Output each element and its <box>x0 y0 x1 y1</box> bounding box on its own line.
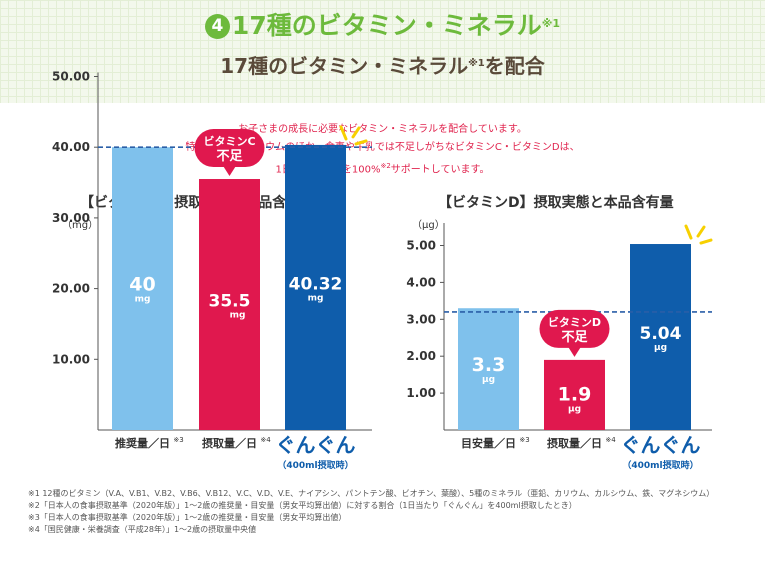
y-tick-label-c-2: 30.00 <box>52 211 90 225</box>
intro-line-1: お子さまの成長に必要なビタミン・ミネラルを配合しています。 <box>238 124 527 135</box>
brand-sub-c: （400ml摂取時） <box>277 459 353 471</box>
shortage-bubble-tail-c <box>222 165 237 177</box>
heading-main: 4 17種のビタミン・ミネラル※1 <box>0 10 765 42</box>
y-axis-unit-d: （μg） <box>412 219 445 231</box>
footnote-2: ※2「日本人の食事摂取基準（2020年版）」1～2歳の推奨量・目安量（男女平均算… <box>28 501 577 510</box>
category-note-c-0: ※3 <box>173 436 183 444</box>
footnote-3: ※3「日本人の食事摂取基準（2020年版）」1～2歳の推奨量・目安量（男女平均算… <box>28 513 347 522</box>
value-label-d-2: 5.04 <box>640 324 682 344</box>
y-tick-label-c-4: 10.00 <box>52 352 90 366</box>
heading-main-note: ※1 <box>541 17 561 30</box>
y-tick-label-c-3: 20.00 <box>52 282 90 296</box>
sparkle-mark-d-2 <box>699 238 713 245</box>
y-tick-label-c-1: 40.00 <box>52 140 90 154</box>
value-label-c-0: 40 <box>129 274 155 296</box>
y-axis-unit-c: （mg） <box>62 219 98 231</box>
heading-sub-text: 17種のビタミン・ミネラル <box>220 54 469 78</box>
brand-logo-c: ぐんぐん <box>276 433 356 457</box>
sparkle-mark-c-2 <box>354 139 368 146</box>
category-note-d-0: ※3 <box>519 436 529 444</box>
sparkle-mark-c-1 <box>351 126 361 139</box>
section-number-badge: 4 <box>204 14 230 39</box>
y-tick-label-d-0: 5.00 <box>406 239 436 253</box>
y-tick-label-d-2: 3.00 <box>406 312 436 326</box>
heading-sub-suffix: を配合 <box>484 54 545 78</box>
intro-line-2: 特に、鉄・カルシウムのほか、食事や牛乳では不足しがちなビタミンC・ビタミンDは、 <box>185 142 580 153</box>
brand-logo-d: ぐんぐん <box>621 433 701 457</box>
value-unit-c-2: mg <box>308 293 324 303</box>
category-label-d-1: 摂取量／日 <box>547 436 602 450</box>
category-note-c-1: ※4 <box>260 436 271 444</box>
bar-c-2 <box>285 144 346 430</box>
category-label-d-0: 目安量／日 <box>461 436 516 450</box>
sparkle-mark-c-0 <box>339 125 348 141</box>
intro-line-3-note: ※2 <box>380 162 391 170</box>
shortage-bubble-d <box>539 309 610 348</box>
y-tick-label-c-0: 50.00 <box>52 70 90 84</box>
footnote-4: ※4「国民健康・栄養調査（平成28年）」1～2歳の摂取量中央値 <box>28 525 257 534</box>
category-note-d-1: ※4 <box>605 436 616 444</box>
heading-sub: 17種のビタミン・ミネラル※1を配合 <box>0 52 765 80</box>
intro-line-3-suffix: サポートしています。 <box>390 164 490 176</box>
brand-sub-d: （400ml摂取時） <box>622 459 698 471</box>
shortage-bubble-tail-d <box>567 345 582 357</box>
value-label-d-1: 1.9 <box>558 383 592 405</box>
shortage-bubble-line1-d: ビタミンD <box>548 315 601 329</box>
heading-sub-note: ※1 <box>468 58 485 69</box>
value-unit-d-1: μg <box>568 404 581 414</box>
value-unit-d-2: μg <box>654 343 667 353</box>
bar-d-1 <box>544 359 605 430</box>
value-label-d-0: 3.3 <box>472 354 506 376</box>
value-unit-c-0: mg <box>135 295 151 305</box>
shortage-bubble-c <box>194 129 265 168</box>
chart-title-vitamin-d: 【ビタミンD】摂取実態と本品含有量 <box>438 195 674 211</box>
y-tick-label-d-4: 1.00 <box>406 386 436 400</box>
shortage-bubble-line2-c: 不足 <box>216 149 243 164</box>
value-label-c-1: 35.5 <box>209 292 251 312</box>
footnotes: ※1 12種のビタミン（V.A、V.B1、V.B2、V.B6、V.B12、V.C… <box>28 488 748 536</box>
bar-d-2 <box>630 244 691 430</box>
value-label-c-2: 40.32 <box>289 274 343 294</box>
heading-main-text: 17種のビタミン・ミネラル <box>231 11 542 40</box>
value-unit-c-1: mg <box>230 311 246 321</box>
bar-c-0 <box>112 147 173 430</box>
sparkle-mark-d-1 <box>696 225 706 238</box>
value-unit-d-0: μg <box>482 375 495 385</box>
shortage-bubble-line2-d: 不足 <box>561 330 588 345</box>
category-label-c-0: 推奨量／日 <box>115 436 170 450</box>
shortage-bubble-line1-c: ビタミンC <box>203 134 255 148</box>
footnote-1: ※1 12種のビタミン（V.A、V.B1、V.B2、V.B6、V.B12、V.C… <box>28 489 715 498</box>
bar-d-0 <box>458 308 519 430</box>
y-tick-label-d-1: 4.00 <box>406 275 436 289</box>
sparkle-mark-d-0 <box>684 224 693 240</box>
category-label-c-1: 摂取量／日 <box>202 436 257 450</box>
y-tick-label-d-3: 2.00 <box>406 349 436 363</box>
bar-c-1 <box>199 179 260 430</box>
hero-banner <box>0 0 765 103</box>
